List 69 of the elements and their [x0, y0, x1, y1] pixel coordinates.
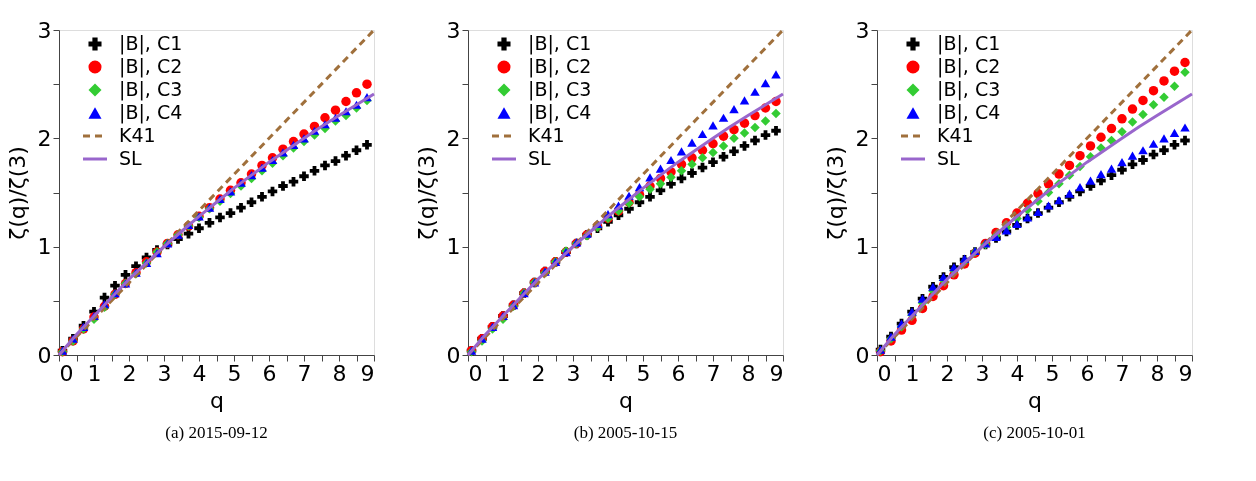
y-axis-title: ζ(q)/ζ(3)	[4, 146, 30, 240]
legend-label: |B|, C3	[528, 78, 592, 101]
x-tick-label: 6	[1080, 360, 1095, 386]
x-tick-label: 5	[227, 360, 242, 386]
x-axis-title: q	[619, 387, 633, 413]
x-tick-label: 3	[566, 360, 581, 386]
x-axis-title: q	[1028, 387, 1042, 413]
x-tick-label: 9	[1178, 360, 1193, 386]
y-tick-label: 1	[37, 234, 52, 260]
legend-label: |B|, C1	[528, 32, 592, 55]
x-tick-label: 1	[87, 360, 102, 386]
x-tick-label: 4	[601, 360, 616, 386]
x-tick-label: 8	[332, 360, 347, 386]
x-tick-label: 8	[1150, 360, 1165, 386]
x-tick-label: 1	[905, 360, 920, 386]
y-tick-label: 0	[37, 342, 52, 368]
legend-label: K41	[528, 124, 565, 146]
legend-label: K41	[937, 124, 974, 146]
x-tick-label: 9	[769, 360, 784, 386]
legend-label: K41	[119, 124, 156, 146]
legend-label: SL	[528, 147, 552, 169]
y-tick-label: 2	[37, 125, 52, 151]
x-tick-label: 6	[262, 360, 277, 386]
x-tick-label: 6	[671, 360, 686, 386]
legend-label: |B|, C4	[937, 101, 1001, 124]
x-tick-label: 0	[877, 360, 892, 386]
y-tick-label: 0	[855, 342, 870, 368]
x-tick-label: 0	[59, 360, 74, 386]
y-tick-label: 0	[446, 342, 461, 368]
legend-label: |B|, C1	[119, 32, 183, 55]
x-tick-label: 4	[1010, 360, 1025, 386]
y-tick-label: 3	[855, 17, 870, 43]
legend-label: |B|, C4	[119, 101, 183, 124]
legend-label: |B|, C4	[528, 101, 592, 124]
x-tick-label: 2	[940, 360, 955, 386]
x-tick-label: 2	[531, 360, 546, 386]
legend-label: |B|, C3	[119, 78, 183, 101]
x-tick-label: 3	[975, 360, 990, 386]
y-tick-label: 3	[37, 17, 52, 43]
y-tick-label: 1	[855, 234, 870, 260]
x-tick-label: 9	[360, 360, 375, 386]
x-axis-title: q	[210, 387, 224, 413]
y-axis-title: ζ(q)/ζ(3)	[413, 146, 439, 240]
legend-label: SL	[119, 147, 143, 169]
y-tick-label: 3	[446, 17, 461, 43]
x-tick-label: 5	[636, 360, 651, 386]
text: (c) 2005-10-01	[983, 423, 1086, 442]
x-tick-label: 7	[706, 360, 721, 386]
y-tick-label: 2	[855, 125, 870, 151]
legend-label: |B|, C2	[119, 55, 183, 78]
x-tick-label: 5	[1045, 360, 1060, 386]
text: (a) 2015-09-12	[165, 423, 268, 442]
x-tick-label: 4	[192, 360, 207, 386]
legend-label: |B|, C2	[528, 55, 592, 78]
y-tick-label: 1	[446, 234, 461, 260]
y-axis-title: ζ(q)/ζ(3)	[822, 146, 848, 240]
x-tick-label: 7	[1115, 360, 1130, 386]
x-tick-label: 7	[297, 360, 312, 386]
x-tick-label: 1	[496, 360, 511, 386]
x-tick-label: 8	[741, 360, 756, 386]
legend-label: |B|, C1	[937, 32, 1001, 55]
legend-label: |B|, C2	[937, 55, 1001, 78]
legend-label: SL	[937, 147, 961, 169]
x-tick-label: 0	[468, 360, 483, 386]
x-tick-label: 3	[157, 360, 172, 386]
legend-label: |B|, C3	[937, 78, 1001, 101]
text: (b) 2005-10-15	[573, 423, 678, 442]
y-tick-label: 2	[446, 125, 461, 151]
x-tick-label: 2	[122, 360, 137, 386]
